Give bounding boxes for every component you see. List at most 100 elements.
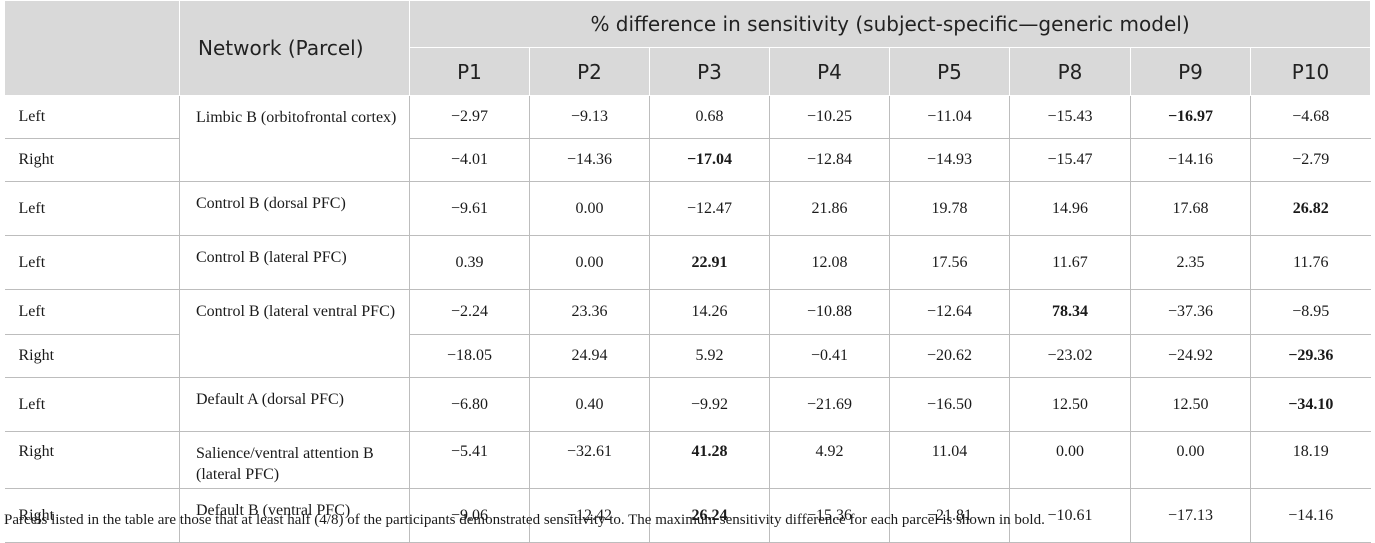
hemisphere-cell: Left <box>4 181 180 236</box>
hemisphere-cell: Right <box>4 488 180 543</box>
value-cell: 0.00 <box>1009 431 1131 489</box>
value-cell: −17.13 <box>1130 488 1251 543</box>
value-cell: −10.61 <box>1009 488 1131 543</box>
value-cell: −14.93 <box>889 138 1010 182</box>
hemisphere-cell: Left <box>4 235 180 290</box>
hemisphere-cell: Left <box>4 289 180 335</box>
value-cell: −9.61 <box>409 181 530 236</box>
value-cell: 0.39 <box>409 235 530 290</box>
value-cell: −8.95 <box>1249 289 1371 335</box>
value-cell: 2.35 <box>1130 235 1251 290</box>
value-cell: 24.94 <box>529 334 650 378</box>
value-cell: 0.40 <box>529 377 650 432</box>
value-cell: 17.68 <box>1130 181 1251 236</box>
table-body: Left Limbic B (orbitofrontal cortex) −2.97… <box>4 95 1371 543</box>
value-cell: −0.41 <box>769 334 890 378</box>
value-cell: 14.26 <box>649 289 770 335</box>
value-cell: 11.67 <box>1009 235 1131 290</box>
table-row: Right Salience/ventral attention B (later… <box>4 431 1371 489</box>
value-cell: −6.80 <box>409 377 530 432</box>
header-network: Network (Parcel) <box>179 0 410 96</box>
value-cell: 18.19 <box>1249 431 1371 489</box>
value-cell: 78.34 <box>1009 289 1131 335</box>
value-cell: −14.36 <box>529 138 650 182</box>
table-header: Network (Parcel) % difference in sensiti… <box>4 0 1372 96</box>
parcel-cell: Salience/ventral attention B (lateral PF… <box>179 431 410 489</box>
value-cell: −29.36 <box>1249 334 1371 378</box>
value-cell: −23.02 <box>1009 334 1131 378</box>
value-cell: 21.86 <box>769 181 890 236</box>
parcel-cell: Control B (lateral ventral PFC) <box>179 289 410 378</box>
value-cell: −15.36 <box>769 488 890 543</box>
hemisphere-cell: Right <box>4 431 180 489</box>
value-cell: 12.08 <box>769 235 890 290</box>
hemisphere-cell: Right <box>4 138 180 182</box>
value-cell: −2.24 <box>409 289 530 335</box>
value-cell: 19.78 <box>889 181 1010 236</box>
value-cell: −12.84 <box>769 138 890 182</box>
parcel-cell: Control B (dorsal PFC) <box>179 181 410 236</box>
header-sensitivity-span: % difference in sensitivity (subject-spe… <box>408 0 1372 48</box>
value-cell: 11.04 <box>889 431 1010 489</box>
value-cell: −17.04 <box>649 138 770 182</box>
value-cell: 12.50 <box>1009 377 1131 432</box>
value-cell: −4.01 <box>409 138 530 182</box>
header-side-blank <box>4 0 180 96</box>
value-cell: −21.69 <box>769 377 890 432</box>
header-participant: P8 <box>1009 47 1131 96</box>
value-cell: −14.16 <box>1130 138 1251 182</box>
value-cell: −12.42 <box>529 488 650 543</box>
hemisphere-cell: Left <box>4 95 180 139</box>
value-cell: −37.36 <box>1130 289 1251 335</box>
value-cell: 23.36 <box>529 289 650 335</box>
header-participant: P1 <box>409 47 530 96</box>
value-cell: −9.92 <box>649 377 770 432</box>
value-cell: 41.28 <box>649 431 770 489</box>
header-participant: P5 <box>889 47 1010 96</box>
value-cell: 5.92 <box>649 334 770 378</box>
value-cell: 14.96 <box>1009 181 1131 236</box>
table-row: Left Limbic B (orbitofrontal cortex) −2.97… <box>4 95 1371 182</box>
header-participant: P9 <box>1130 47 1251 96</box>
value-cell: −10.25 <box>769 95 890 139</box>
value-cell: −4.68 <box>1249 95 1371 139</box>
value-cell: −15.43 <box>1009 95 1131 139</box>
value-cell: −34.10 <box>1249 377 1371 432</box>
table-row: Left Control B (lateral ventral PFC) −2.24… <box>4 289 1371 378</box>
table-row: Left Control B (dorsal PFC) −9.61 0.00 −12.4… <box>4 181 1371 236</box>
header-participant: P2 <box>529 47 650 96</box>
hemisphere-cell: Right <box>4 334 180 378</box>
value-cell: 26.82 <box>1249 181 1371 236</box>
parcel-cell: Limbic B (orbitofrontal cortex) <box>179 95 410 182</box>
parcel-cell: Default A (dorsal PFC) <box>179 377 410 432</box>
header-participant: P3 <box>649 47 770 96</box>
value-cell: −10.88 <box>769 289 890 335</box>
value-cell: 0.68 <box>649 95 770 139</box>
value-cell: 0.00 <box>529 181 650 236</box>
value-cell: −24.92 <box>1130 334 1251 378</box>
value-cell: −5.41 <box>409 431 530 489</box>
table-footnote: Parcels listed in the table are those th… <box>4 512 1045 528</box>
value-cell: −16.97 <box>1130 95 1251 139</box>
value-cell: −2.79 <box>1249 138 1371 182</box>
value-cell: 11.76 <box>1249 235 1371 290</box>
value-cell: −9.13 <box>529 95 650 139</box>
value-cell: −15.47 <box>1009 138 1131 182</box>
value-cell: −12.47 <box>649 181 770 236</box>
value-cell: −20.62 <box>889 334 1010 378</box>
value-cell: −2.97 <box>409 95 530 139</box>
value-cell: 0.00 <box>529 235 650 290</box>
parcel-cell: Default B (ventral PFC) <box>179 488 410 543</box>
value-cell: −11.04 <box>889 95 1010 139</box>
value-cell: 0.00 <box>1130 431 1251 489</box>
header-participant: P10 <box>1249 47 1372 96</box>
hemisphere-cell: Left <box>4 377 180 432</box>
header-participant: P4 <box>769 47 890 96</box>
value-cell: −32.61 <box>529 431 650 489</box>
value-cell: 12.50 <box>1130 377 1251 432</box>
table-row: Left Control B (lateral PFC) 0.39 0.00 22.91… <box>4 235 1371 290</box>
value-cell: 17.56 <box>889 235 1010 290</box>
value-cell: −16.50 <box>889 377 1010 432</box>
value-cell: 26.24 <box>649 488 770 543</box>
parcel-cell: Control B (lateral PFC) <box>179 235 410 290</box>
